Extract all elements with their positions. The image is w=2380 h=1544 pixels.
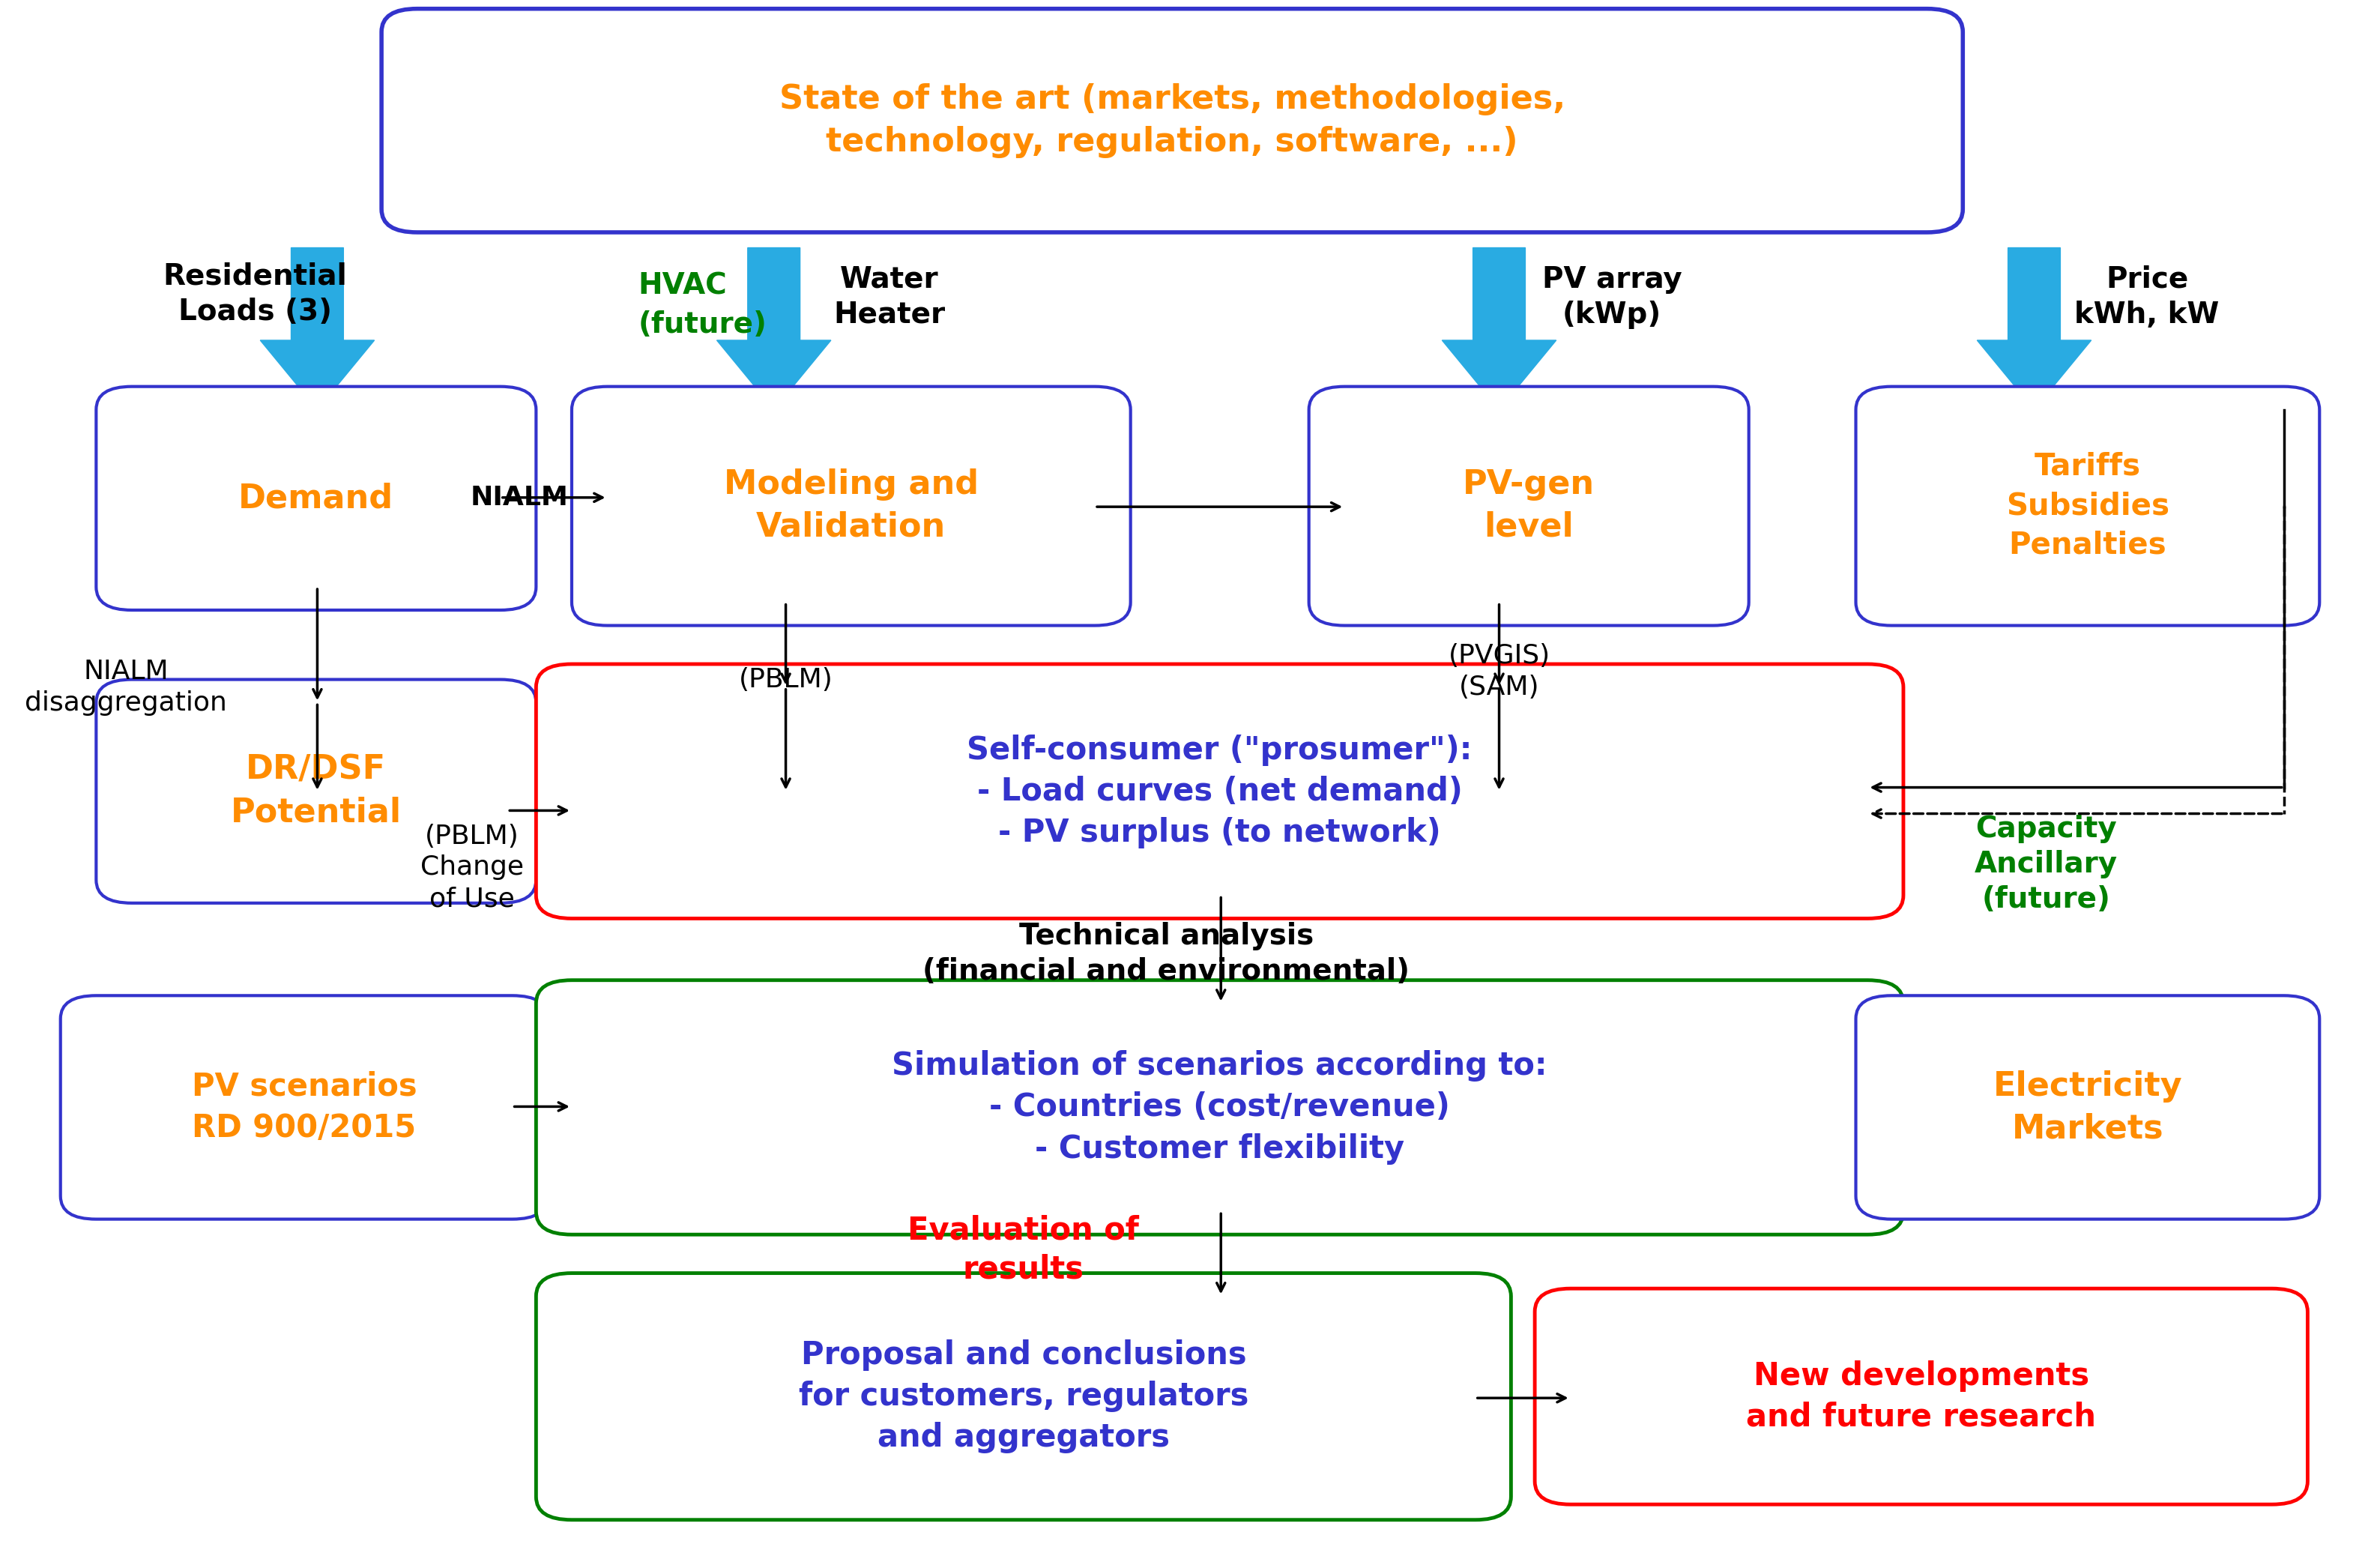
Text: PV-gen
level: PV-gen level xyxy=(1464,469,1595,543)
Text: Demand: Demand xyxy=(238,482,393,514)
Text: Price
kWh, kW: Price kWh, kW xyxy=(2075,266,2221,329)
FancyBboxPatch shape xyxy=(95,386,536,610)
Text: (future): (future) xyxy=(638,310,766,340)
FancyBboxPatch shape xyxy=(536,1274,1511,1519)
Text: PV array
(kWp): PV array (kWp) xyxy=(1542,266,1683,329)
Text: Technical analysis
(financial and environmental): Technical analysis (financial and enviro… xyxy=(923,922,1409,985)
FancyBboxPatch shape xyxy=(95,679,536,903)
FancyArrow shape xyxy=(259,247,374,409)
FancyArrow shape xyxy=(1978,247,2092,409)
Text: Evaluation of
results: Evaluation of results xyxy=(907,1215,1140,1285)
Text: Tariffs
Subsidies
Penalties: Tariffs Subsidies Penalties xyxy=(2006,452,2168,560)
FancyBboxPatch shape xyxy=(1535,1289,2309,1504)
FancyBboxPatch shape xyxy=(536,664,1904,919)
Text: HVAC: HVAC xyxy=(638,272,728,301)
Text: PV scenarios
RD 900/2015: PV scenarios RD 900/2015 xyxy=(190,1072,416,1144)
FancyArrow shape xyxy=(716,247,831,409)
Text: (PBLM): (PBLM) xyxy=(424,824,519,849)
Text: Proposal and conclusions
for customers, regulators
and aggregators: Proposal and conclusions for customers, … xyxy=(800,1339,1250,1453)
Text: Capacity
Ancillary
(future): Capacity Ancillary (future) xyxy=(1975,815,2118,914)
FancyArrow shape xyxy=(1442,247,1557,409)
FancyBboxPatch shape xyxy=(536,980,1904,1235)
FancyBboxPatch shape xyxy=(60,996,547,1220)
Text: Change
of Use: Change of Use xyxy=(421,854,524,911)
FancyBboxPatch shape xyxy=(1856,386,2320,625)
FancyBboxPatch shape xyxy=(1309,386,1749,625)
Text: New developments
and future research: New developments and future research xyxy=(1747,1360,2097,1433)
Text: Water
Heater: Water Heater xyxy=(833,266,945,329)
Text: DR/DSF
Potential: DR/DSF Potential xyxy=(231,753,402,829)
Text: (PVGIS)
(SAM): (PVGIS) (SAM) xyxy=(1447,644,1549,701)
Text: NIALM
disaggregation: NIALM disaggregation xyxy=(24,659,226,716)
Text: Electricity
Markets: Electricity Markets xyxy=(1992,1070,2182,1144)
FancyBboxPatch shape xyxy=(571,386,1130,625)
FancyBboxPatch shape xyxy=(381,9,1964,232)
Text: Modeling and
Validation: Modeling and Validation xyxy=(724,469,978,543)
Text: Simulation of scenarios according to:
- Countries (cost/revenue)
- Customer flex: Simulation of scenarios according to: - … xyxy=(892,1050,1547,1164)
Text: State of the art (markets, methodologies,
technology, regulation, software, ...): State of the art (markets, methodologies… xyxy=(778,83,1566,157)
Text: Self-consumer ("prosumer"):
- Load curves (net demand)
- PV surplus (to network): Self-consumer ("prosumer"): - Load curve… xyxy=(966,733,1473,848)
Text: Residential
Loads (3): Residential Loads (3) xyxy=(162,262,347,326)
Text: (PBLM): (PBLM) xyxy=(738,667,833,692)
FancyBboxPatch shape xyxy=(1856,996,2320,1220)
Text: NIALM: NIALM xyxy=(471,485,569,510)
